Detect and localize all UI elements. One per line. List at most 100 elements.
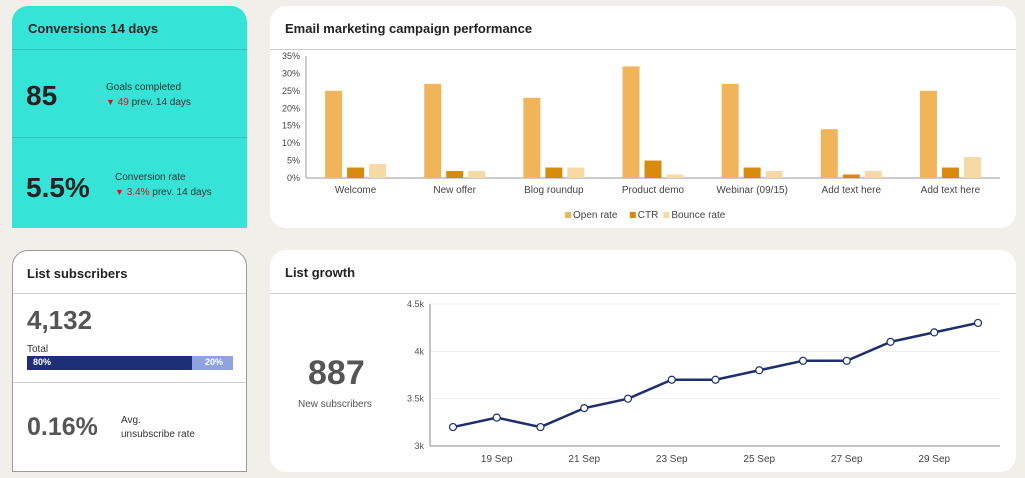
legend-swatch (663, 212, 670, 218)
new-subscribers-label: New subscribers (298, 399, 372, 410)
data-point (842, 356, 851, 365)
bar-open-rate (622, 66, 640, 178)
goals-label: Goals completed (106, 82, 182, 93)
data-point (973, 318, 983, 328)
data-point (930, 328, 939, 337)
email-chart-title: Email marketing campaign performance (270, 6, 1016, 50)
data-point (711, 375, 720, 384)
category-label: Blog roundup (524, 185, 584, 196)
y-tick-label: 10% (282, 138, 300, 148)
category-label: New offer (433, 185, 476, 196)
bar-bounce-rate (567, 167, 585, 178)
y-tick-label: 5% (287, 156, 300, 166)
divider (13, 382, 246, 383)
rate-label: Conversion rate (115, 172, 186, 183)
bar-open-rate (820, 129, 838, 178)
y-tick-label: 4k (414, 346, 424, 356)
category-label: Add text here (822, 185, 882, 196)
y-tick-label: 0% (287, 173, 300, 183)
bar-right-label: 20% (204, 357, 223, 367)
subscriber-split-fill (27, 356, 192, 370)
x-tick-label: 27 Sep (831, 454, 863, 465)
data-point (886, 337, 895, 346)
category-label: Webinar (09/15) (716, 185, 788, 196)
goals-prev: ▼ 49 prev. 14 days (106, 95, 191, 110)
down-arrow-icon: ▼ (115, 187, 124, 197)
rate-prev-text: prev. 14 days (152, 187, 212, 198)
data-point (798, 356, 808, 365)
legend-label: Bounce rate (671, 210, 725, 221)
bar-bounce-rate (963, 157, 981, 178)
bar-bounce-rate (765, 171, 783, 178)
data-point (448, 422, 458, 432)
x-tick-label: 21 Sep (568, 454, 600, 465)
subscribers-title: List subscribers (13, 251, 246, 294)
goals-prev-value: 49 (117, 97, 129, 108)
y-tick-label: 20% (282, 103, 300, 113)
rate-prev-value: 3.4% (126, 187, 150, 198)
email-chart-card: Email marketing campaign performance 0% 5… (270, 6, 1016, 228)
category-label: Add text here (921, 185, 981, 196)
category-label: Product demo (622, 185, 685, 196)
goals-block: 85 Goals completed ▼ 49 prev. 14 days (12, 50, 247, 138)
bar-ctr (842, 174, 860, 178)
list-growth-card: List growth 887 New subscribers 3k 3.5k 4k… (270, 250, 1016, 472)
bar-open-rate (325, 90, 343, 178)
bar-ctr (941, 167, 959, 178)
subscriber-split-bar: 80% 20% (27, 356, 233, 370)
bar-open-rate (523, 97, 541, 178)
bar-ctr (743, 167, 761, 178)
x-tick-label: 25 Sep (743, 454, 775, 465)
bar-bounce-rate (369, 164, 387, 178)
y-tick-label: 25% (282, 86, 300, 96)
data-point (492, 413, 501, 422)
data-point (580, 404, 589, 413)
bar-open-rate (721, 83, 739, 178)
bar-left-label: 80% (33, 357, 52, 367)
list-growth-title: List growth (270, 250, 1016, 294)
growth-line (452, 321, 979, 429)
bar-bounce-rate (666, 174, 684, 178)
legend-swatch (565, 212, 571, 218)
conversions-title: Conversions 14 days (12, 6, 247, 50)
unsub-label-2: unsubscribe rate (121, 429, 195, 440)
subscribers-card: List subscribers 4,132 Total 80% 20% 0.1… (12, 250, 247, 472)
legend-label: Open rate (573, 210, 618, 221)
y-tick-label: 3k (414, 441, 424, 451)
rate-value: 5.5% (26, 172, 90, 203)
rate-block: 5.5% Conversion rate ▼ 3.4% prev. 14 day… (12, 138, 247, 228)
unsub-label-1: Avg. (121, 415, 141, 426)
bar-ctr (446, 171, 464, 178)
data-point (536, 422, 545, 432)
data-point (667, 375, 676, 384)
growth-line-chart: 3k 3.5k 4k 4.5k 19 Sep 21 Sep 23 Sep 25 Sep 27 S… (407, 299, 1000, 465)
bar-bounce-rate (864, 171, 882, 178)
data-point (755, 366, 764, 375)
y-tick-label: 35% (282, 51, 300, 61)
goals-prev-text: prev. 14 days (131, 97, 191, 108)
x-tick-label: 23 Sep (656, 454, 688, 465)
bar-open-rate (919, 90, 937, 178)
bar-ctr (644, 160, 662, 178)
total-value: 4,132 (27, 305, 93, 335)
y-tick-label: 4.5k (407, 299, 425, 309)
bar-open-rate (424, 83, 442, 178)
y-tick-label: 30% (282, 68, 300, 78)
category-label: Welcome (335, 185, 377, 196)
bar-bounce-rate (468, 171, 486, 178)
unsub-value: 0.16% (27, 413, 98, 441)
x-tick-label: 19 Sep (481, 454, 513, 465)
new-subscribers-value: 887 (308, 354, 365, 392)
email-bar-chart: 0% 5% 10% 15% 20% 25% 30% 35% Welcome New offer Bl… (282, 51, 1000, 221)
x-tick-label: 29 Sep (918, 454, 950, 465)
data-point (623, 394, 633, 403)
y-tick-label: 15% (282, 121, 300, 131)
conversions-card: Conversions 14 days 85 Goals completed ▼… (12, 6, 247, 228)
y-tick-label: 3.5k (407, 394, 425, 404)
legend-swatch (629, 212, 636, 218)
bar-ctr (347, 167, 365, 178)
legend-label: CTR (638, 210, 659, 221)
total-label: Total (27, 344, 49, 355)
goals-value: 85 (26, 80, 58, 111)
down-arrow-icon: ▼ (106, 97, 115, 107)
